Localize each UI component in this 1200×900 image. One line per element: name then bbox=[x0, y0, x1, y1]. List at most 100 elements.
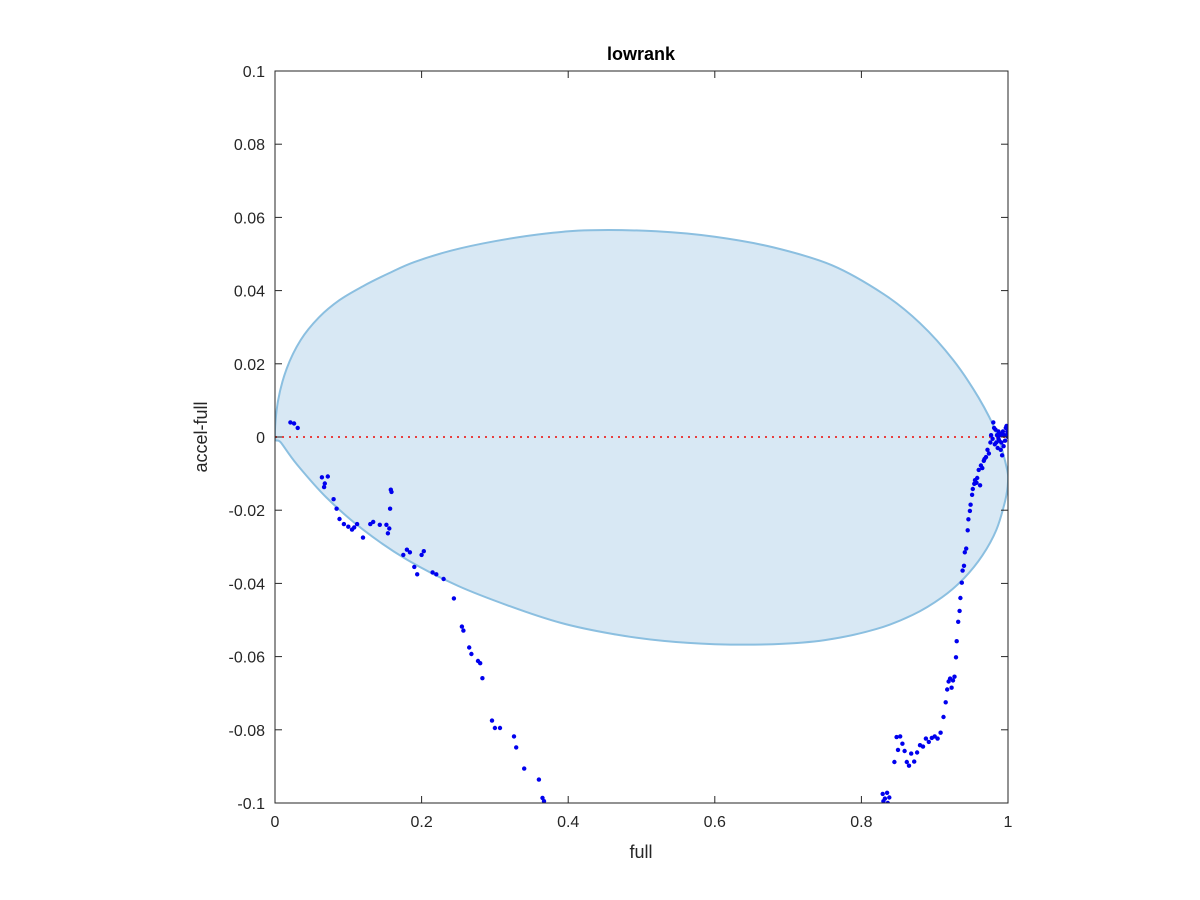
data-point bbox=[387, 506, 393, 511]
data-point bbox=[887, 795, 892, 800]
data-point bbox=[371, 519, 376, 525]
data-point bbox=[999, 440, 1004, 445]
data-point bbox=[412, 564, 417, 570]
y-tick-label: 0.04 bbox=[234, 284, 265, 301]
data-point bbox=[902, 748, 907, 754]
data-point bbox=[975, 475, 980, 481]
data-point bbox=[478, 661, 483, 666]
data-point bbox=[536, 777, 542, 782]
data-point bbox=[401, 552, 406, 558]
data-point bbox=[941, 714, 946, 720]
x-tick-label: 0.6 bbox=[704, 814, 726, 831]
x-axis-label: full bbox=[629, 842, 652, 862]
data-point bbox=[914, 750, 920, 755]
data-point bbox=[404, 547, 410, 552]
data-point bbox=[935, 736, 940, 741]
data-point bbox=[497, 725, 503, 731]
data-point bbox=[467, 645, 472, 650]
y-tick-label: -0.08 bbox=[229, 723, 266, 740]
data-point bbox=[920, 744, 926, 749]
data-point bbox=[511, 734, 517, 739]
data-point bbox=[912, 759, 917, 764]
data-point bbox=[957, 608, 962, 614]
data-point bbox=[894, 734, 899, 740]
chart-title: lowrank bbox=[607, 44, 676, 64]
y-axis-ticks: 0.1 0.08 0.06 0.04 0.02 0 -0.02 -0.04 -0.06 -0.08… bbox=[229, 64, 1008, 813]
y-tick-label: 0 bbox=[256, 430, 265, 447]
data-point bbox=[331, 497, 336, 502]
x-tick-label: 0.4 bbox=[557, 814, 579, 831]
data-point bbox=[360, 535, 366, 540]
data-point bbox=[949, 685, 954, 690]
data-point bbox=[985, 447, 990, 452]
data-point bbox=[960, 568, 965, 573]
data-point bbox=[961, 563, 967, 568]
data-point bbox=[909, 751, 914, 756]
y-tick-label: 0.08 bbox=[234, 137, 265, 154]
data-point bbox=[514, 745, 519, 750]
data-point bbox=[325, 474, 330, 479]
data-point bbox=[958, 595, 963, 601]
y-tick-label: 0.06 bbox=[234, 210, 265, 227]
x-tick-label: 1 bbox=[1004, 814, 1013, 831]
data-point bbox=[938, 730, 943, 735]
data-point bbox=[480, 676, 485, 681]
data-point bbox=[983, 454, 989, 460]
data-point bbox=[321, 484, 327, 490]
data-point bbox=[884, 790, 890, 795]
data-point bbox=[430, 570, 435, 575]
x-tick-label: 0.2 bbox=[410, 814, 432, 831]
data-point bbox=[988, 440, 993, 445]
data-point bbox=[415, 572, 420, 577]
data-point bbox=[522, 766, 527, 771]
y-tick-label: 0.02 bbox=[234, 357, 265, 374]
data-point bbox=[337, 516, 342, 522]
data-point bbox=[999, 431, 1004, 437]
data-point bbox=[999, 453, 1005, 458]
data-point bbox=[322, 481, 327, 486]
data-point bbox=[1001, 444, 1006, 449]
data-point bbox=[968, 502, 973, 507]
data-point bbox=[969, 492, 975, 497]
data-point bbox=[952, 674, 957, 679]
data-point bbox=[962, 550, 967, 555]
x-tick-label: 0.8 bbox=[850, 814, 872, 831]
data-point bbox=[459, 624, 465, 629]
data-point bbox=[996, 429, 1001, 434]
y-tick-label: -0.1 bbox=[237, 796, 265, 813]
data-point bbox=[943, 700, 948, 705]
data-points bbox=[288, 420, 1008, 803]
data-point bbox=[489, 718, 495, 723]
data-point bbox=[988, 433, 994, 438]
data-point bbox=[492, 725, 498, 731]
data-point bbox=[904, 759, 909, 765]
data-point bbox=[965, 528, 970, 533]
data-point bbox=[384, 522, 389, 527]
data-point bbox=[377, 522, 382, 527]
data-point bbox=[288, 420, 293, 425]
data-point bbox=[352, 525, 357, 530]
data-point bbox=[953, 655, 959, 660]
data-point bbox=[991, 420, 996, 425]
data-point bbox=[419, 552, 424, 558]
x-axis-ticks: 0 0.2 0.4 0.6 0.8 1 bbox=[271, 71, 1013, 831]
data-point bbox=[541, 799, 547, 803]
data-point bbox=[974, 480, 979, 485]
data-point bbox=[996, 436, 1001, 441]
data-point bbox=[906, 763, 912, 768]
data-point bbox=[970, 486, 975, 492]
data-point bbox=[892, 759, 897, 765]
y-tick-label: -0.06 bbox=[229, 650, 266, 667]
data-point bbox=[880, 791, 885, 797]
data-point bbox=[469, 651, 474, 657]
y-axis-label: accel-full bbox=[191, 401, 211, 472]
data-point bbox=[980, 465, 985, 471]
x-tick-label: 0 bbox=[271, 814, 280, 831]
y-tick-label: -0.04 bbox=[229, 576, 266, 593]
data-point bbox=[346, 524, 351, 529]
data-point bbox=[966, 517, 971, 522]
data-point bbox=[354, 521, 360, 527]
data-point bbox=[926, 739, 931, 745]
data-point bbox=[1002, 438, 1008, 443]
data-point bbox=[956, 619, 961, 624]
